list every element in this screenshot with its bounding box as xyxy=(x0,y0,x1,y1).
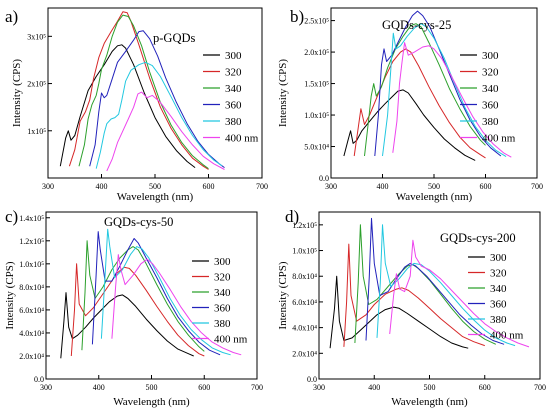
y-tick-label: 5.0x10⁴ xyxy=(304,143,329,152)
y-axis-label: Intensity (CPS) xyxy=(277,59,289,127)
y-tick-label: 6.0x10⁴ xyxy=(292,298,317,307)
legend-label: 340 xyxy=(490,283,507,295)
y-tick-label: 2.0x10⁵ xyxy=(304,48,329,57)
y-tick-label: 3x10⁵ xyxy=(27,32,46,41)
series-line-320 xyxy=(71,264,204,356)
legend-label: 300 xyxy=(482,50,499,62)
x-tick-label: 300 xyxy=(40,383,52,392)
legend-label: 400 nm xyxy=(225,133,259,145)
y-tick-label: 8.0x10⁴ xyxy=(19,283,44,292)
y-tick-label: 2.0x10⁴ xyxy=(292,349,317,358)
y-tick-label: 6.0x10⁴ xyxy=(19,306,44,315)
panel-title: GQDs-cys-25 xyxy=(382,18,451,32)
legend-label: 340 xyxy=(214,287,231,299)
x-tick-label: 400 xyxy=(368,383,380,392)
x-tick-label: 700 xyxy=(256,182,268,191)
x-tick-label: 500 xyxy=(146,383,158,392)
legend-label: 360 xyxy=(214,303,231,315)
legend-label: 360 xyxy=(482,100,499,112)
y-tick-label: 1.4x10⁵ xyxy=(19,214,44,223)
panel-letter: a) xyxy=(5,7,18,26)
legend-label: 320 xyxy=(482,67,499,79)
x-tick-label: 300 xyxy=(313,383,325,392)
panel-c: 300 400 500 600 700 0.0 2.0x10⁴ 4.0x10⁴ 6.0x10⁴ 8… xyxy=(4,207,263,408)
legend-label: 320 xyxy=(214,272,231,284)
panel-b: 300 400 500 600 700 0.0 5.0x10⁴ 1.0x10⁵ 1.5x10⁵ 2… xyxy=(277,7,543,203)
x-tick-label: 400 xyxy=(96,182,108,191)
legend-label: 300 xyxy=(225,50,242,62)
x-axis-label: Wavelength (nm) xyxy=(113,396,190,408)
legend-label: 400 nm xyxy=(482,133,516,145)
x-tick-label: 500 xyxy=(149,182,161,191)
x-tick-label: 400 xyxy=(93,383,105,392)
series-line-380 xyxy=(96,62,222,168)
x-tick-label: 500 xyxy=(428,182,440,191)
y-tick-label: 4.0x10⁴ xyxy=(292,324,317,333)
legend-label: 380 xyxy=(482,116,499,128)
series-line-340 xyxy=(365,24,486,156)
y-tick-label: 1.0x10⁵ xyxy=(292,247,317,256)
legend-label: 380 xyxy=(490,314,507,326)
series-line-380 xyxy=(101,229,230,354)
x-tick-label: 600 xyxy=(203,182,215,191)
x-tick-label: 500 xyxy=(424,383,436,392)
panel-a: 300 400 500 600 700 1x10⁵ 2x10⁵ 3x10⁵ Wavelength… xyxy=(5,7,268,203)
y-tick-label: 2x10⁵ xyxy=(27,80,46,89)
y-tick-label: 2.0x10⁴ xyxy=(19,352,44,361)
panel-title: GQDs-cys-200 xyxy=(440,231,516,245)
panel-letter: b) xyxy=(290,7,304,26)
series-line-360 xyxy=(92,232,220,355)
legend-label: 400 nm xyxy=(490,330,524,342)
y-tick-label: 0.0 xyxy=(34,375,44,384)
panel-letter: c) xyxy=(5,207,18,226)
x-tick-label: 600 xyxy=(480,182,492,191)
panel-d: 300 400 500 600 700 0.0 2.0x10⁴ 4.0x10⁴ 6.0x10⁴ 8… xyxy=(277,207,546,408)
series-line-320 xyxy=(344,244,485,347)
y-tick-label: 1.2x10⁵ xyxy=(19,237,44,246)
y-axis-label: Intensity (CPS) xyxy=(11,59,23,127)
x-axis-label: Wavelength (nm) xyxy=(391,396,468,408)
y-tick-label: 1.5x10⁵ xyxy=(304,80,329,89)
x-axis-label: Wavelength (nm) xyxy=(396,191,473,203)
y-tick-label: 0.0 xyxy=(307,375,317,384)
legend-label: 320 xyxy=(225,67,242,79)
y-tick-label: 2.5x10⁵ xyxy=(304,17,329,26)
x-tick-label: 300 xyxy=(325,182,337,191)
y-tick-label: 4.0x10⁴ xyxy=(19,329,44,338)
panel-letter: d) xyxy=(285,207,299,226)
y-axis-label: Intensity (CPS) xyxy=(277,261,289,329)
y-tick-label: 1.0x10⁵ xyxy=(304,111,329,120)
x-tick-label: 700 xyxy=(251,383,263,392)
x-tick-label: 300 xyxy=(42,182,54,191)
y-tick-label: 1x10⁵ xyxy=(27,127,46,136)
y-tick-label: 8.0x10⁴ xyxy=(292,272,317,281)
x-tick-label: 400 xyxy=(377,182,389,191)
x-tick-label: 600 xyxy=(479,383,491,392)
plot-frame xyxy=(331,8,537,178)
legend-label: 380 xyxy=(225,116,242,128)
y-tick-label: 1.0x10⁵ xyxy=(19,260,44,269)
x-tick-label: 700 xyxy=(531,182,543,191)
legend-label: 400 nm xyxy=(214,334,248,346)
legend-label: 360 xyxy=(225,100,242,112)
x-tick-label: 700 xyxy=(534,383,546,392)
legend-label: 320 xyxy=(490,268,507,280)
x-axis-label: Wavelength (nm) xyxy=(117,191,194,203)
legend-label: 340 xyxy=(482,83,499,95)
series-line-340 xyxy=(82,241,204,352)
series-line-300 xyxy=(60,45,195,168)
legend-label: 340 xyxy=(225,83,242,95)
legend-label: 300 xyxy=(490,252,507,264)
legend-label: 380 xyxy=(214,318,231,330)
legend-label: 300 xyxy=(214,256,231,268)
panel-title: p-GQDs xyxy=(153,31,195,45)
y-tick-label: 0.0 xyxy=(319,174,329,183)
y-axis-label: Intensity (CPS) xyxy=(4,261,16,329)
x-tick-label: 600 xyxy=(198,383,210,392)
legend-label: 360 xyxy=(490,299,507,311)
series-line-300 xyxy=(61,293,194,359)
panel-title: GQDs-cys-50 xyxy=(104,215,173,229)
